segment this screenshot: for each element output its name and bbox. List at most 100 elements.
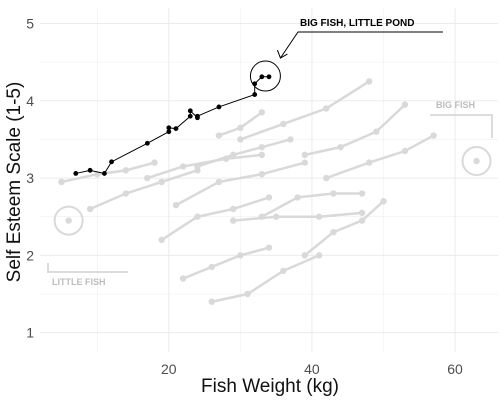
background-point <box>208 298 215 305</box>
background-series-line <box>239 80 370 141</box>
background-point <box>258 213 266 220</box>
x-axis-title: Fish Weight (kg) <box>201 376 339 397</box>
background-point <box>179 163 187 170</box>
background-point <box>86 205 94 213</box>
background-point <box>358 217 366 224</box>
background-point <box>301 151 308 159</box>
y-tick-label: 1 <box>26 325 34 341</box>
background-series-line <box>304 103 406 157</box>
background-series-line <box>233 211 363 222</box>
background-point <box>315 213 323 220</box>
background-point <box>365 159 373 166</box>
background-point <box>337 143 344 151</box>
background-point <box>358 209 366 217</box>
background-point <box>401 101 409 108</box>
background-series-line <box>175 161 306 207</box>
background-highlight-point <box>473 157 480 165</box>
little-fish-label: LITTLE FISH <box>52 277 106 287</box>
grid-lines <box>40 8 498 352</box>
big-fish-label: BIG FISH <box>436 100 475 110</box>
highlighted-point <box>166 129 172 135</box>
highlighted-point <box>187 108 193 114</box>
highlighted-point <box>73 171 79 176</box>
background-point <box>301 252 308 259</box>
background-point <box>230 151 237 159</box>
background-point <box>244 290 251 298</box>
highlighted-point <box>259 74 265 80</box>
background-point <box>230 205 237 213</box>
annotation-leader <box>280 31 443 59</box>
x-tick-label: 20 <box>161 361 177 377</box>
background-point <box>358 190 366 197</box>
annotation: BIG FISH, LITTLE POND <box>249 18 443 92</box>
background-point <box>301 159 308 166</box>
background-point <box>258 171 266 178</box>
background-series-line <box>89 169 198 211</box>
background-point <box>215 132 223 139</box>
x-tick-label: 60 <box>447 361 463 377</box>
highlighted-point <box>102 171 107 176</box>
background-point <box>158 236 165 244</box>
highlighted-point <box>87 167 93 173</box>
background-highlight-point <box>65 217 72 224</box>
background-point <box>380 198 387 205</box>
background-point <box>237 124 244 132</box>
background-point <box>258 143 266 151</box>
highlighted-point <box>144 140 150 146</box>
background-point <box>315 252 323 259</box>
background-series-line <box>261 192 363 218</box>
background-series-line <box>303 200 385 257</box>
annotation-circle <box>249 60 281 92</box>
background-point <box>237 252 244 259</box>
y-tick-label: 3 <box>26 170 34 186</box>
background-series-line <box>160 196 270 241</box>
highlighted-point <box>252 92 258 97</box>
y-tick-label: 5 <box>26 15 34 31</box>
background-point <box>430 132 437 139</box>
background-highlight-circle <box>461 146 492 177</box>
background-point <box>172 201 180 209</box>
y-tick-label: 4 <box>26 93 34 109</box>
background-point <box>58 178 65 186</box>
background-point <box>294 194 301 201</box>
background-point <box>179 275 187 282</box>
background-point <box>365 78 373 85</box>
background-series-line <box>211 254 320 303</box>
background-point <box>280 120 287 128</box>
background-point <box>208 263 215 271</box>
background-point <box>272 213 280 220</box>
y-tick-label: 2 <box>26 247 34 263</box>
background-point <box>151 159 158 166</box>
tick-labels: 20 40 60 1 2 3 4 5 <box>26 15 463 377</box>
background-point <box>265 194 273 201</box>
background-point <box>158 178 165 186</box>
background-series-line <box>182 246 270 280</box>
background-series-line <box>61 161 155 184</box>
background-point <box>323 105 330 112</box>
background-point <box>258 151 266 159</box>
annotation-label: BIG FISH, LITTLE POND <box>300 18 414 29</box>
annotation-arrowhead <box>276 49 288 59</box>
background-labels: LITTLE FISH BIG FISH <box>47 100 493 287</box>
background-point <box>287 136 294 143</box>
background-point <box>401 147 409 155</box>
background-point <box>323 174 330 182</box>
highlighted-point <box>109 159 114 165</box>
background-point <box>230 217 237 224</box>
background-point <box>194 213 201 220</box>
background-point <box>222 155 230 162</box>
background-point <box>237 136 244 143</box>
highlighted-point <box>216 104 222 110</box>
background-point <box>144 174 151 182</box>
background-point <box>265 244 273 251</box>
highlighted-point <box>173 126 179 131</box>
highlighted-series <box>73 74 272 176</box>
background-highlight-circle <box>53 205 84 236</box>
background-point <box>373 128 380 135</box>
highlighted-point <box>166 125 172 131</box>
little-fish-leader <box>47 263 128 273</box>
background-point <box>122 167 130 174</box>
background-point <box>258 109 266 116</box>
y-axis-title: Self Esteem Scale (1-5) <box>4 82 25 283</box>
